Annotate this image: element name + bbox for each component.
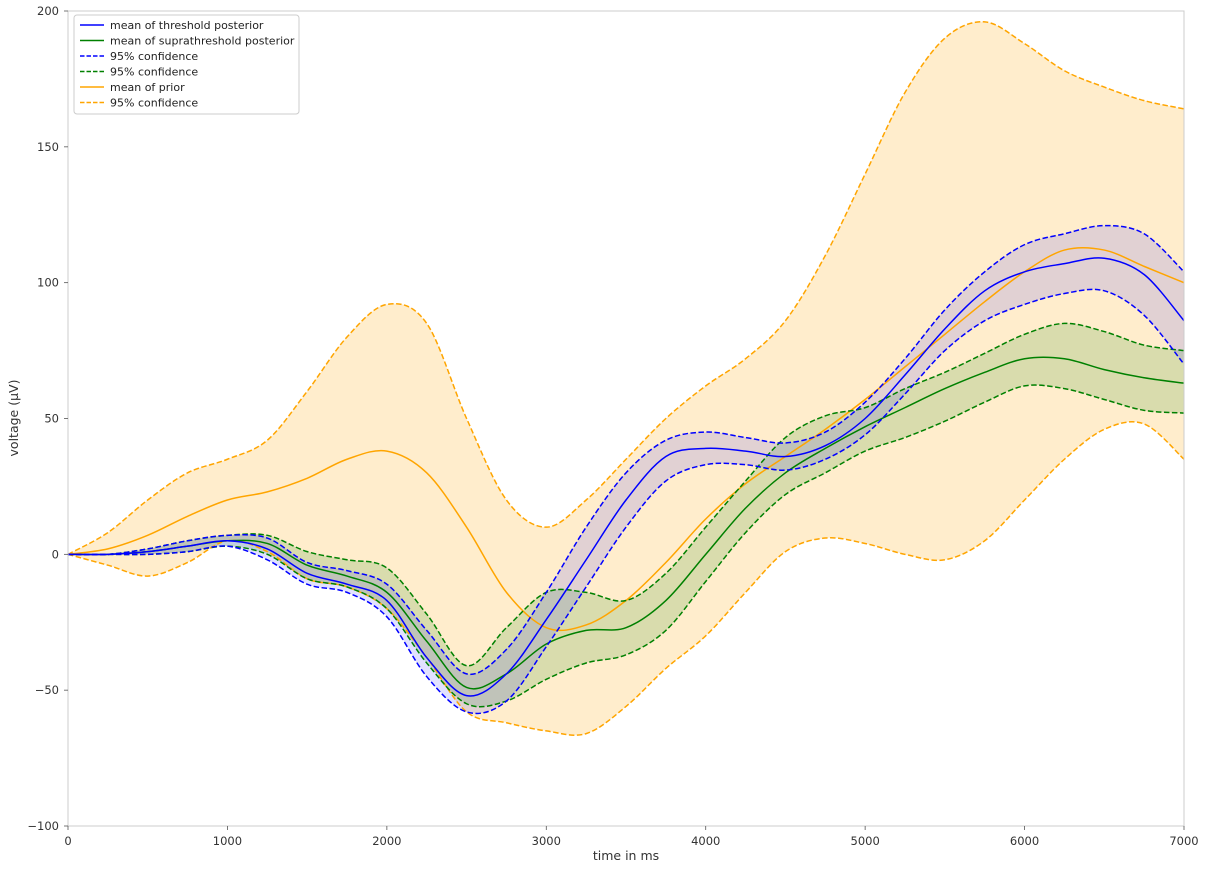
x-tick-label: 4000 xyxy=(691,834,720,848)
series-line-threshold-ci-lower xyxy=(67,288,1185,715)
y-axis-ticks: −100 −50 0 50 100 150 200 xyxy=(27,4,68,833)
series-line-prior-ci xyxy=(67,21,1185,555)
series-line-suprathreshold-ci xyxy=(67,322,1185,667)
legend-label: 95% confidence xyxy=(110,50,198,63)
y-tick-label: −50 xyxy=(35,683,59,697)
band-suprathreshold xyxy=(68,323,1184,707)
x-tick-label: 7000 xyxy=(1169,834,1198,848)
band-threshold xyxy=(68,225,1184,714)
series-line-suprathreshold-ci-lower xyxy=(67,384,1185,708)
x-tick-label: 6000 xyxy=(1010,834,1039,848)
x-tick-label: 2000 xyxy=(372,834,401,848)
legend: mean of threshold posterior mean of supra… xyxy=(73,14,300,115)
y-tick-label: 100 xyxy=(37,276,59,290)
series-line-prior-ci-lower xyxy=(67,421,1185,736)
plot-background xyxy=(68,11,1184,826)
y-tick-label: 200 xyxy=(37,4,59,18)
band-prior xyxy=(68,21,1184,736)
x-axis-title: time in ms xyxy=(593,848,659,863)
x-tick-label: 0 xyxy=(64,834,71,848)
legend-label: mean of suprathreshold posterior xyxy=(110,35,295,48)
legend-label: mean of prior xyxy=(110,81,185,94)
y-tick-label: −100 xyxy=(27,819,59,833)
legend-label: mean of threshold posterior xyxy=(110,19,264,32)
y-tick-label: 150 xyxy=(37,140,59,154)
legend-label: 95% confidence xyxy=(110,97,198,110)
y-axis-title: voltage (μV) xyxy=(6,380,21,457)
x-tick-label: 5000 xyxy=(851,834,880,848)
y-tick-label: 0 xyxy=(52,547,59,561)
series-line-suprathreshold xyxy=(67,356,1185,690)
series-line-threshold xyxy=(67,257,1185,697)
confidence-bands xyxy=(68,21,1184,736)
y-tick-label: 50 xyxy=(44,412,59,426)
x-tick-label: 1000 xyxy=(213,834,242,848)
x-tick-label: 3000 xyxy=(532,834,561,848)
legend-label: 95% confidence xyxy=(110,66,198,79)
legend-box xyxy=(73,14,300,115)
series-lines xyxy=(67,21,1185,736)
x-axis-ticks: 0 1000 2000 3000 4000 5000 6000 7000 xyxy=(64,826,1199,848)
